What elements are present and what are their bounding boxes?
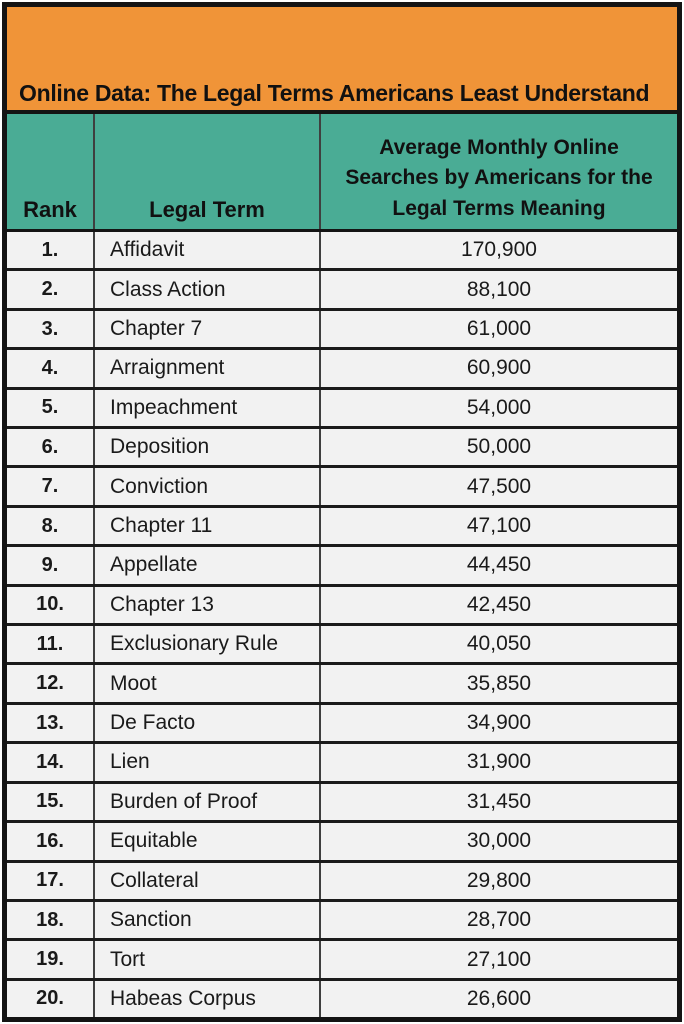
table-row: 2. Class Action 88,100 [7,268,677,308]
column-header-legal-term: Legal Term [95,114,321,229]
searches-cell: 35,850 [466,671,532,695]
table-row: 4. Arraignment 60,900 [7,347,677,387]
rank-cell: 13. [7,704,95,742]
searches-cell: 28,700 [466,908,532,932]
term-cell: Moot [95,665,321,702]
searches-cell: 54,000 [466,395,532,419]
searches-cell: 170,900 [461,238,537,262]
table-row: 16. Equitable 30,000 [7,820,677,860]
table-row: 18. Sanction 28,700 [7,898,677,939]
term-cell: Exclusionary Rule [95,626,321,663]
term-cell: Affidavit [95,232,321,269]
term-cell: Chapter 11 [95,507,321,545]
table-row: 19. Tort 27,100 [7,938,677,978]
rank-cell: 20. [7,980,95,1018]
searches-cell: 61,000 [466,317,532,341]
searches-cell: 31,900 [466,750,532,774]
rank-cell: 14. [7,744,95,781]
term-cell: Deposition [95,429,321,466]
table-row: 15. Burden of Proof 31,450 [7,780,677,821]
table-row: 10. Chapter 13 42,450 [7,583,677,624]
term-cell: De Facto [95,704,321,742]
rank-cell: 16. [7,823,95,860]
table-row: 1. Affidavit 170,900 [7,232,677,269]
column-header-searches: Average Monthly Online Searches by Ameri… [345,135,653,220]
term-cell: Arraignment [95,350,321,387]
rank-cell: 17. [7,862,95,899]
searches-cell: 47,100 [466,514,532,538]
table-row: 9. Appellate 44,450 [7,544,677,584]
term-cell: Appellate [95,547,321,584]
rank-cell: 7. [7,468,95,505]
term-cell: Lien [95,744,321,781]
searches-cell: 40,050 [466,632,532,656]
table-rows: 1. Affidavit 170,900 2. Class Action 88,… [7,232,677,1018]
searches-cell: 47,500 [466,474,532,498]
table-header-row: Rank Legal Term Average Monthly Online S… [7,114,677,232]
rank-cell: 2. [7,271,95,308]
rank-cell: 6. [7,429,95,466]
term-cell: Equitable [95,823,321,860]
rank-cell: 1. [7,232,95,269]
table-row: 20. Habeas Corpus 26,600 [7,977,677,1018]
rank-cell: 18. [7,901,95,939]
rank-cell: 4. [7,350,95,387]
rank-cell: 8. [7,507,95,545]
rank-cell: 9. [7,547,95,584]
table-row: 13. De Facto 34,900 [7,701,677,742]
searches-cell: 60,900 [466,356,532,380]
term-cell: Impeachment [95,389,321,427]
searches-cell: 34,900 [466,711,532,735]
term-cell: Conviction [95,468,321,505]
table-row: 6. Deposition 50,000 [7,426,677,466]
term-cell: Chapter 13 [95,586,321,624]
table-row: 11. Exclusionary Rule 40,050 [7,623,677,663]
rank-cell: 15. [7,783,95,821]
rank-cell: 12. [7,665,95,702]
term-cell: Sanction [95,901,321,939]
rank-cell: 5. [7,389,95,427]
searches-cell: 44,450 [466,553,532,577]
title-banner: Online Data: The Legal Terms Americans L… [7,7,677,114]
table-row: 12. Moot 35,850 [7,662,677,702]
searches-cell: 31,450 [466,789,532,813]
term-cell: Class Action [95,271,321,308]
searches-cell: 26,600 [466,986,532,1010]
searches-cell: 88,100 [466,277,532,301]
page-title: Online Data: The Legal Terms Americans L… [19,80,650,106]
term-cell: Chapter 7 [95,310,321,348]
searches-cell: 30,000 [466,829,532,853]
table-row: 5. Impeachment 54,000 [7,386,677,427]
table-row: 8. Chapter 11 47,100 [7,504,677,545]
table-row: 14. Lien 31,900 [7,741,677,781]
searches-cell: 27,100 [466,947,532,971]
rank-cell: 3. [7,310,95,348]
rank-cell: 10. [7,586,95,624]
rank-cell: 11. [7,626,95,663]
searches-cell: 42,450 [466,592,532,616]
rank-cell: 19. [7,941,95,978]
table-row: 7. Conviction 47,500 [7,465,677,505]
searches-cell: 29,800 [466,868,532,892]
term-cell: Burden of Proof [95,783,321,821]
searches-cell: 50,000 [466,435,532,459]
term-cell: Collateral [95,862,321,899]
term-cell: Habeas Corpus [95,980,321,1018]
table-row: 17. Collateral 29,800 [7,859,677,899]
table-row: 3. Chapter 7 61,000 [7,307,677,348]
column-header-rank: Rank [7,114,95,229]
term-cell: Tort [95,941,321,978]
